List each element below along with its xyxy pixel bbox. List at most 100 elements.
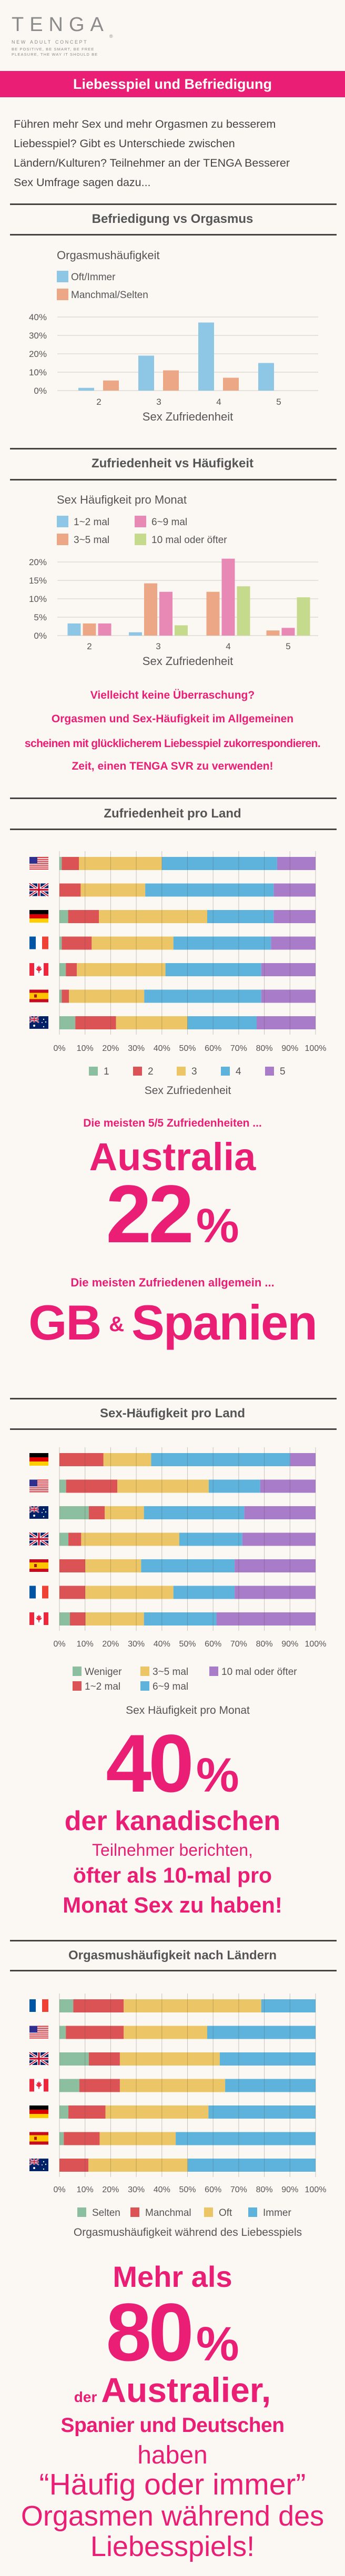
legend-swatch (77, 2207, 86, 2217)
legend-swatch (204, 2207, 213, 2217)
callout-40-percent: 40% (0, 1723, 345, 1805)
callout-line-3: scheinen mit glücklicherem Liebesspiel z… (24, 738, 321, 750)
chart-befriedigung-vs-orgasmus: Orgasmushäufigkeit Oft/Immer Manchmal/Selt… (29, 249, 318, 423)
bar (258, 363, 274, 391)
x-tick-label: 50% (179, 1640, 196, 1649)
bar (98, 623, 111, 636)
flag-gb-icon (28, 882, 49, 897)
legend-title: Orgasmushäufigkeit (57, 249, 160, 262)
callout-line-1: Vielleicht keine Überraschung? (90, 689, 255, 701)
x-tick-label: 70% (230, 2185, 247, 2194)
y-tick-label: 20% (29, 349, 47, 359)
logo-wordmark: TENGA (12, 14, 109, 36)
intro-line-3: Ländern/Kulturen? Teilnehmer an der TENG… (14, 157, 290, 169)
ampersand: & (109, 1313, 124, 1336)
callout-more-than-10: öfter als 10-mal pro (73, 1863, 272, 1887)
bar (163, 370, 179, 391)
stat-value: 40 (106, 1718, 194, 1810)
x-tick-label: 30% (128, 1044, 145, 1053)
bar-segment (187, 1016, 257, 1029)
bar (221, 558, 235, 636)
callout-80-percent: 80% (0, 2292, 345, 2374)
stat-value: 22 (106, 1169, 194, 1260)
x-tick-label: 100% (305, 1044, 327, 1053)
bar-segment (271, 936, 316, 950)
legend-label: Selten (92, 2207, 120, 2219)
bar-segment (59, 936, 62, 950)
flag-fr-icon (29, 1999, 48, 2012)
country-spain: Spanien (131, 1295, 318, 1350)
bar-segment (68, 1532, 82, 1546)
bar-segment (62, 989, 69, 1003)
bar-segment (145, 883, 274, 897)
callout-most-satisfied: Die meisten Zufriedenen allgemein ... (70, 1276, 275, 1289)
callout-der: der (74, 2389, 97, 2405)
x-tick-label: 10% (77, 1640, 94, 1649)
bar-segment (59, 2132, 64, 2145)
bar-segment (256, 1016, 316, 1029)
bar-segment (73, 1999, 124, 2012)
bar-segment (88, 2159, 188, 2172)
legend-label: 10 mal oder öfter (151, 535, 227, 546)
intro-line-4: Sex Umfrage sagen dazu... (14, 176, 151, 189)
tenga-logo: TENGA® (12, 14, 113, 39)
chart-zufriedenheit-vs-haeufigkeit: Sex Häufigkeit pro Monat 1~2 mal 3~5 mal 6~… (29, 493, 318, 668)
legend-swatch (57, 534, 68, 545)
flag-gb-icon (28, 2051, 49, 2066)
bar-segment (59, 963, 66, 976)
y-tick-label: 15% (29, 576, 47, 586)
bar-segment (273, 883, 316, 897)
bar (103, 380, 119, 391)
bar-segment (69, 1612, 86, 1626)
bar-segment (116, 1016, 188, 1029)
bar-segment (89, 1506, 105, 1519)
bar (223, 377, 239, 391)
legend-swatch (248, 2207, 257, 2217)
x-axis-title: Sex Zufriedenheit (143, 655, 233, 668)
flag-us-icon (29, 1479, 48, 1493)
x-axis-title: Sex Zufriedenheit (145, 1085, 231, 1097)
bar-segment (244, 1506, 316, 1519)
bar-segment (141, 1559, 235, 1572)
bar-segment (59, 1612, 70, 1626)
divider (10, 1398, 337, 1399)
callout-participants-report: Teilnehmer berichten, (92, 1841, 253, 1859)
flag-es-icon (29, 2132, 48, 2145)
bar (237, 586, 250, 636)
bar-segment (62, 936, 92, 950)
bar-segment (273, 910, 316, 923)
bar-segment (124, 1999, 261, 2012)
bar-segment (187, 2159, 316, 2172)
bar-segment (59, 910, 68, 923)
callout-australians: der Australier, (0, 2373, 345, 2407)
x-tick-label: 90% (281, 1640, 298, 1649)
page-title: Liebesspiel und Befriedigung (73, 76, 272, 92)
legend-swatch (73, 1667, 82, 1676)
legend-label: 1~2 mal (85, 1681, 120, 1692)
legend-label: 3~5 mal (153, 1667, 188, 1678)
x-tick-label: 70% (230, 1640, 247, 1649)
bar-segment (81, 1532, 179, 1546)
x-tick-label: 60% (205, 2185, 221, 2194)
registered-mark: ® (109, 34, 113, 39)
bar-segment (59, 883, 81, 897)
x-tick-label: 2 (96, 397, 101, 407)
divider (10, 234, 337, 236)
x-tick-label: 0% (53, 2185, 65, 2194)
bar-segment (59, 2026, 66, 2039)
legend-title: Sex Häufigkeit pro Monat (57, 493, 187, 506)
y-tick-label: 5% (34, 612, 47, 622)
bar-segment (290, 1453, 316, 1466)
legend-swatch (73, 1681, 82, 1691)
logo-tagline-1: Be positive, be smart, be free (12, 47, 95, 52)
bar-segment (216, 1612, 316, 1626)
flag-ca-icon (29, 1612, 48, 1625)
x-tick-label: 5 (276, 397, 281, 407)
bar-segment (261, 989, 316, 1003)
callout-line-4: Zeit, einen TENGA SVR zu verwenden! (72, 760, 273, 772)
bar-segment (85, 1559, 141, 1572)
bar-segment (242, 1532, 316, 1546)
bar-segment (260, 1479, 316, 1493)
bar-segment (208, 2105, 316, 2119)
bar-segment (235, 1586, 316, 1599)
